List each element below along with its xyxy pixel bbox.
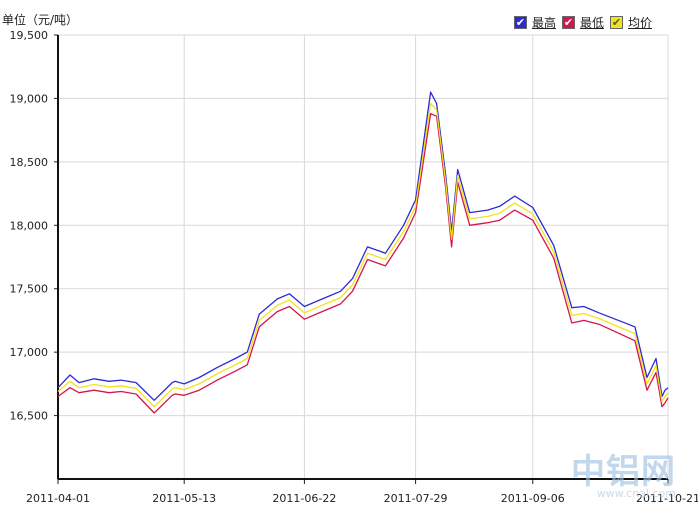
y-tick-label: 18,500 <box>10 156 49 169</box>
x-tick-label: 2011-10-21 <box>636 492 698 505</box>
series-line-high <box>57 91 669 401</box>
series-lines <box>57 91 669 414</box>
checkbox-icon[interactable]: ✔ <box>513 16 527 29</box>
legend-label: 均价 <box>627 16 652 30</box>
legend-item-avg[interactable]: ✔ 均价 <box>609 14 654 31</box>
legend-item-low[interactable]: ✔ 最低 <box>561 14 606 31</box>
axes <box>54 34 669 484</box>
y-tick-label: 19,000 <box>10 92 49 105</box>
legend-label: 最低 <box>579 16 604 30</box>
y-tick-label: 17,000 <box>10 346 49 359</box>
y-tick-label: 19,500 <box>10 29 49 42</box>
tick-labels: 16,500 17,000 17,500 18,000 18,500 19,000 19,5… <box>10 29 698 505</box>
x-tick-label: 2011-05-13 <box>152 492 216 505</box>
checkbox-icon[interactable]: ✔ <box>561 16 575 29</box>
grid-lines <box>57 34 669 479</box>
y-tick-label: 16,500 <box>10 410 49 423</box>
x-tick-label: 2011-09-06 <box>501 492 565 505</box>
legend-label: 最高 <box>531 16 556 30</box>
x-tick-label: 2011-06-22 <box>272 492 336 505</box>
x-tick-label: 2011-07-29 <box>384 492 448 505</box>
y-tick-label: 17,500 <box>10 283 49 296</box>
legend: ✔ 最高 ✔ 最低 ✔ 均价 <box>513 14 654 31</box>
x-tick-label: 2011-04-01 <box>26 492 90 505</box>
y-tick-label: 18,000 <box>10 219 49 232</box>
checkbox-icon[interactable]: ✔ <box>609 16 623 29</box>
unit-label: 单位（元/吨） <box>2 13 79 27</box>
legend-item-high[interactable]: ✔ 最高 <box>513 14 558 31</box>
series-line-low <box>57 113 669 414</box>
series-line-average <box>57 102 669 408</box>
